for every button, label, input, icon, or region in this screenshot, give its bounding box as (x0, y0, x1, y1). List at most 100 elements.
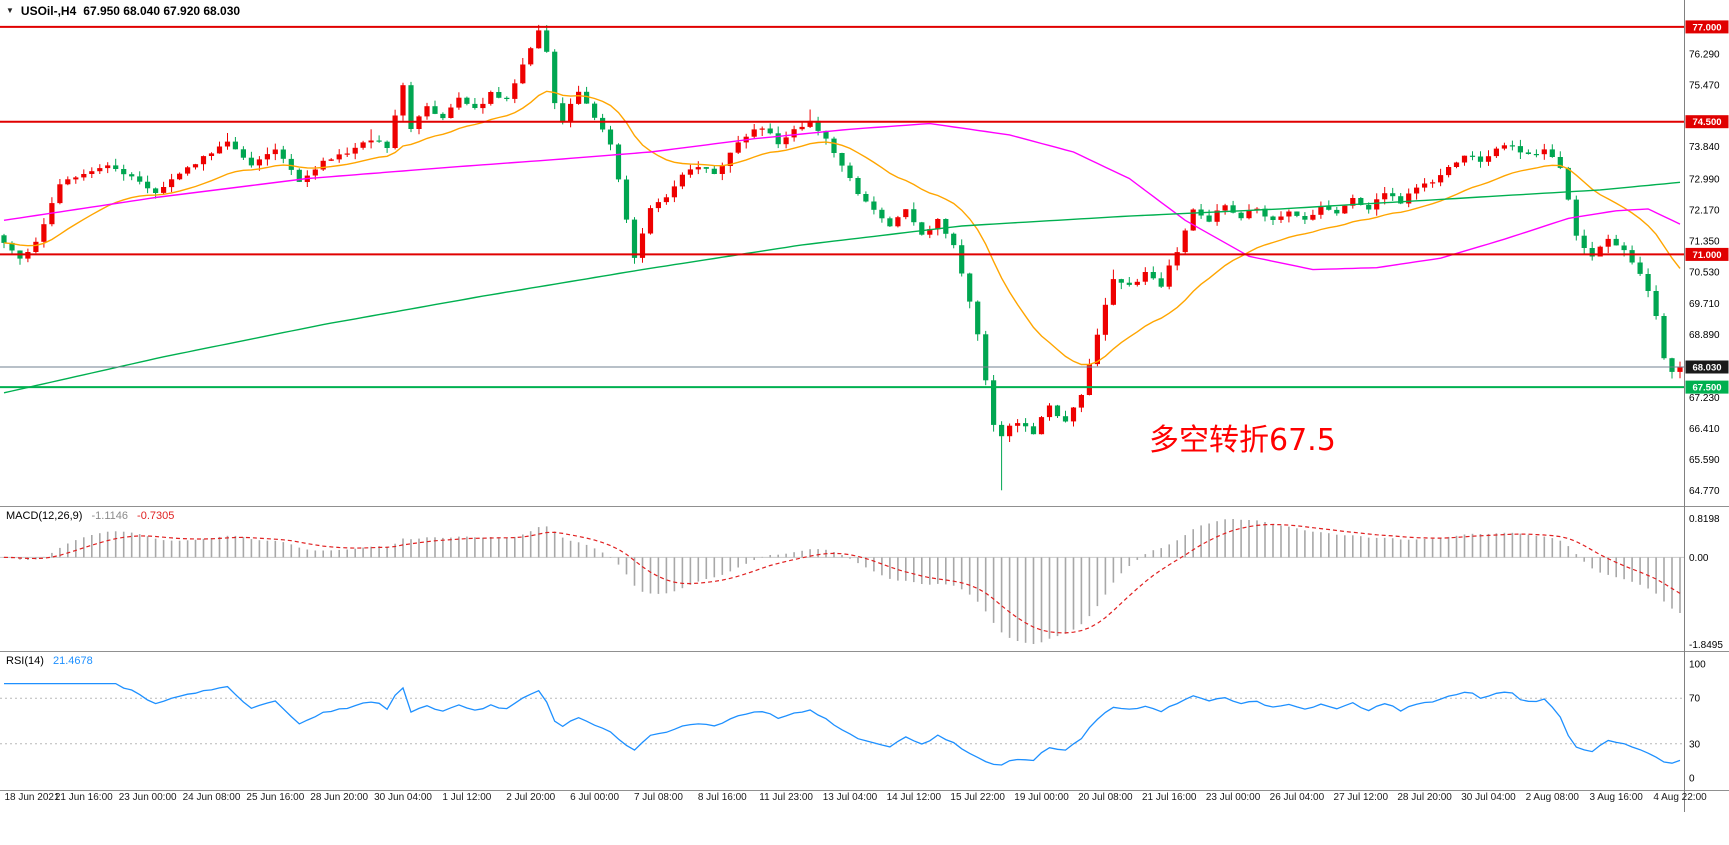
rsi-name: RSI(14) (6, 655, 44, 667)
axis-label: 24 Jun 08:00 (183, 792, 241, 803)
candle (1501, 145, 1507, 149)
candle (847, 165, 853, 178)
candle (408, 85, 414, 129)
axis-label: 26 Jul 04:00 (1270, 792, 1325, 803)
candle (911, 209, 917, 223)
candle (1517, 146, 1523, 153)
candle (1030, 426, 1037, 435)
axis-label: 3 Aug 16:00 (1589, 792, 1643, 803)
candle (161, 187, 167, 193)
candle (1214, 210, 1220, 222)
macd-signal-line (3, 523, 1681, 634)
axis-label: 71.350 (1689, 237, 1720, 248)
candle (312, 169, 318, 176)
candle (711, 168, 717, 174)
candle (1262, 208, 1268, 217)
candle (1653, 291, 1659, 316)
candle (703, 167, 709, 169)
rsi-indicator-label: RSI(14) 21.4678 (6, 655, 93, 667)
axis-label: 18 Jun 2021 (4, 792, 59, 803)
candle (1310, 214, 1316, 220)
macd-axis[interactable]: 0.8198 0.00 -1.8495 (1689, 514, 1723, 651)
candle (600, 117, 606, 130)
candle (631, 219, 638, 258)
axis-label: 75.470 (1689, 80, 1720, 91)
candle (1134, 281, 1140, 285)
candle (751, 129, 757, 137)
candle (232, 141, 238, 150)
candle (1118, 279, 1124, 283)
candle (432, 106, 438, 114)
axis-label: 19 Jul 00:00 (1014, 792, 1069, 803)
macd-value-main: -1.1146 (91, 510, 128, 522)
candle (392, 115, 398, 148)
candle (480, 103, 486, 109)
candle (943, 219, 949, 234)
candle (1358, 198, 1364, 205)
candle (903, 209, 909, 218)
candle (216, 146, 223, 154)
chart-annotation[interactable]: 多空转折67.5 (1149, 423, 1336, 458)
candle (1054, 405, 1061, 417)
candles-group (1, 24, 1683, 491)
candle (759, 128, 765, 130)
candle (1438, 175, 1444, 183)
candle (671, 186, 677, 198)
candle (200, 156, 207, 165)
axis-label: 20 Jul 08:00 (1078, 792, 1133, 803)
axis-label: 21 Jun 16:00 (55, 792, 113, 803)
candle (440, 113, 446, 119)
candle (336, 154, 342, 160)
candle (1677, 367, 1683, 372)
price-lines-group[interactable] (0, 25, 1684, 389)
axis-label: 64.770 (1689, 486, 1720, 497)
macd-name: MACD(12,26,9) (6, 510, 83, 522)
candle (560, 103, 566, 123)
candle (1038, 417, 1045, 435)
candle (967, 273, 973, 302)
candle (1158, 278, 1164, 287)
axis-label: 28 Jun 20:00 (310, 792, 368, 803)
axis-label: 15 Jul 22:00 (950, 792, 1005, 803)
candle (280, 149, 286, 159)
candle (264, 154, 270, 160)
candle (1270, 216, 1276, 220)
candle (1509, 145, 1515, 147)
candle (983, 334, 989, 381)
axis-label: 76.290 (1689, 49, 1720, 60)
axis-label: -1.8495 (1689, 640, 1723, 651)
candle (799, 126, 805, 130)
candle (456, 97, 462, 108)
candle (831, 138, 837, 153)
price-tag (1685, 247, 1729, 261)
candle (248, 157, 254, 166)
candle (879, 209, 885, 219)
candle (687, 169, 693, 175)
candle (1406, 193, 1412, 204)
candle (1023, 423, 1029, 427)
rsi-axis[interactable]: 100 70 30 0 (1689, 660, 1706, 785)
candle (153, 188, 159, 193)
candle (41, 224, 47, 242)
price-axis[interactable]: 76.290 75.470 73.840 72.990 72.170 71.350 70.5… (1684, 0, 1729, 812)
candle (256, 159, 262, 166)
axis-label: 72.990 (1689, 174, 1720, 185)
candle (192, 164, 199, 168)
candle (520, 64, 526, 84)
candle (89, 171, 95, 174)
candle (1613, 238, 1619, 246)
candle (1525, 152, 1531, 154)
candle (1182, 230, 1188, 253)
axis-label: 72.170 (1689, 206, 1720, 217)
candle (1414, 187, 1420, 194)
axis-label: 23 Jun 00:00 (119, 792, 177, 803)
axis-label: 70.530 (1689, 268, 1720, 279)
axis-label: 71.000 (1692, 250, 1721, 261)
candle (296, 169, 302, 182)
candle (1, 235, 7, 243)
candle (1342, 205, 1348, 214)
candle (863, 194, 869, 202)
